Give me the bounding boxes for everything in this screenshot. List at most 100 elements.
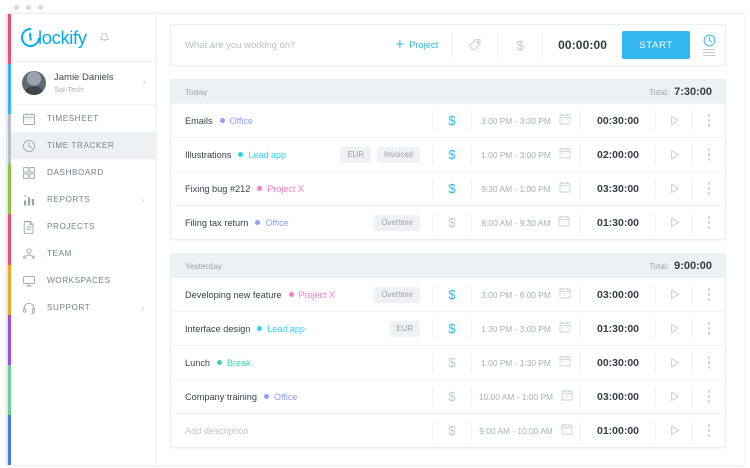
entry-time-range[interactable]: 1:30 PM - 3:00 PM bbox=[472, 320, 580, 338]
entry-time-range[interactable]: 10:00 AM - 1:00 PM bbox=[472, 388, 580, 406]
more-vertical-icon[interactable] bbox=[693, 148, 725, 161]
entry-title[interactable]: Add description bbox=[185, 425, 249, 436]
sidebar-item-projects[interactable]: PROJECTS bbox=[11, 213, 156, 240]
entry-duration[interactable]: 00:30:00 bbox=[596, 114, 640, 127]
play-icon[interactable] bbox=[656, 390, 692, 403]
entry-description[interactable]: Lunch Break bbox=[171, 358, 251, 368]
entry-duration[interactable]: 03:00:00 bbox=[596, 390, 640, 403]
more-vertical-icon[interactable] bbox=[693, 390, 725, 403]
entry-billable-toggle[interactable]: $ bbox=[448, 321, 456, 336]
play-icon[interactable] bbox=[656, 216, 692, 229]
time-entry-row[interactable]: Add description $9:00 AM - 10:00 AM 01:00:… bbox=[171, 413, 725, 447]
entry-project[interactable]: Lead app bbox=[238, 150, 286, 160]
entry-description[interactable]: Add description bbox=[171, 426, 248, 436]
calendar-icon[interactable] bbox=[561, 422, 573, 440]
entry-project[interactable]: Office bbox=[264, 392, 297, 402]
time-entry-row[interactable]: Lunch Break $1:00 PM - 1:30 PM 00:30:00 bbox=[171, 345, 725, 379]
entry-title[interactable]: Emails bbox=[185, 115, 213, 126]
calendar-icon[interactable] bbox=[559, 354, 571, 372]
calendar-icon[interactable] bbox=[559, 286, 571, 304]
entry-title[interactable]: Interface design bbox=[185, 323, 251, 334]
tag-pill[interactable]: Overtime bbox=[374, 214, 420, 231]
entry-project[interactable]: Lead app bbox=[257, 324, 305, 334]
sidebar-item-workspaces[interactable]: WORKSPACES bbox=[11, 267, 156, 294]
play-icon[interactable] bbox=[656, 322, 692, 335]
add-project-button[interactable]: + Project bbox=[395, 36, 439, 53]
entry-time-range[interactable]: 8:00 AM - 9:30 AM bbox=[472, 214, 580, 232]
sidebar-item-time-tracker[interactable]: TIME TRACKER bbox=[11, 132, 156, 159]
calendar-icon[interactable] bbox=[559, 180, 571, 198]
entry-description[interactable]: Illustrations Lead app bbox=[171, 150, 286, 160]
entry-billable-toggle[interactable]: $ bbox=[448, 389, 456, 404]
clockify-logo[interactable]: lockify bbox=[17, 24, 87, 51]
chevron-right-icon[interactable]: › bbox=[141, 194, 145, 205]
time-entry-row[interactable]: Company training Office $10:00 AM - 1:00 P… bbox=[171, 379, 725, 413]
window-dot[interactable] bbox=[14, 5, 19, 10]
entry-title[interactable]: Lunch bbox=[185, 357, 211, 368]
entry-description[interactable]: Filing tax return Office bbox=[171, 218, 289, 228]
entry-time-range[interactable]: 9:00 AM - 10:00 AM bbox=[472, 422, 580, 440]
entry-title[interactable]: Fixing bug #212 bbox=[185, 183, 251, 194]
entry-time-range[interactable]: 1:00 PM - 1:30 PM bbox=[472, 354, 580, 372]
play-icon[interactable] bbox=[656, 288, 692, 301]
more-vertical-icon[interactable] bbox=[693, 424, 725, 437]
tag-pill[interactable]: Invoiced bbox=[376, 146, 420, 163]
user-profile[interactable]: Jamie Daniels Sol-Tech › bbox=[11, 61, 156, 105]
timer-list-toggle-icon[interactable] bbox=[699, 34, 725, 57]
more-vertical-icon[interactable] bbox=[693, 182, 725, 195]
entry-billable-toggle[interactable]: $ bbox=[448, 113, 456, 128]
play-icon[interactable] bbox=[656, 356, 692, 369]
play-icon[interactable] bbox=[656, 424, 692, 437]
entry-duration[interactable]: 01:30:00 bbox=[596, 216, 640, 229]
calendar-icon[interactable] bbox=[558, 214, 570, 232]
sidebar-item-reports[interactable]: REPORTS › bbox=[11, 186, 156, 213]
entry-duration[interactable]: 03:30:00 bbox=[596, 182, 640, 195]
entry-billable-toggle[interactable]: $ bbox=[448, 147, 456, 162]
entry-duration[interactable]: 01:00:00 bbox=[596, 424, 640, 437]
calendar-icon[interactable] bbox=[559, 146, 571, 164]
calendar-icon[interactable] bbox=[559, 112, 571, 130]
entry-description[interactable]: Emails Office bbox=[171, 116, 253, 126]
entry-time-range[interactable]: 9:30 AM - 1:00 PM bbox=[472, 180, 580, 198]
entry-description[interactable]: Interface design Lead app bbox=[171, 324, 305, 334]
time-entry-row[interactable]: Illustrations Lead app EUR Invoiced $1:00 PM… bbox=[171, 137, 725, 171]
entry-project[interactable]: Office bbox=[255, 218, 289, 228]
play-icon[interactable] bbox=[656, 148, 692, 161]
time-entry-row[interactable]: Interface design Lead app EUR $1:30 PM - 3:… bbox=[171, 311, 725, 345]
entry-billable-toggle[interactable]: $ bbox=[448, 355, 456, 370]
entry-time-range[interactable]: 3:00 PM - 3:30 PM bbox=[472, 112, 580, 130]
entry-billable-toggle[interactable]: $ bbox=[448, 215, 456, 230]
entry-title[interactable]: Developing new feature bbox=[185, 289, 282, 300]
more-vertical-icon[interactable] bbox=[693, 322, 725, 335]
calendar-icon[interactable] bbox=[559, 320, 571, 338]
tag-pill[interactable]: EUR bbox=[340, 146, 371, 163]
more-vertical-icon[interactable] bbox=[693, 216, 725, 229]
more-vertical-icon[interactable] bbox=[693, 288, 725, 301]
sidebar-item-support[interactable]: SUPPORT › bbox=[11, 294, 156, 321]
time-entry-row[interactable]: Emails Office $3:00 PM - 3:30 PM 00:30:00 bbox=[171, 103, 725, 137]
more-vertical-icon[interactable] bbox=[693, 114, 725, 127]
entry-time-range[interactable]: 1:00 PM - 3:00 PM bbox=[472, 146, 580, 164]
entry-title[interactable]: Filing tax return bbox=[185, 217, 249, 228]
calendar-icon[interactable] bbox=[561, 388, 573, 406]
start-button[interactable]: START bbox=[622, 31, 690, 59]
entry-time-range[interactable]: 3:00 PM - 6:00 PM bbox=[472, 286, 580, 304]
entry-duration[interactable]: 03:00:00 bbox=[596, 288, 640, 301]
entry-billable-toggle[interactable]: $ bbox=[448, 181, 456, 196]
entry-description[interactable]: Developing new feature Project X bbox=[171, 290, 335, 300]
time-entry-row[interactable]: Fixing bug #212 Project X $9:30 AM - 1:00 … bbox=[171, 171, 725, 205]
tag-pill[interactable]: EUR bbox=[389, 320, 420, 337]
entry-title[interactable]: Company training bbox=[185, 391, 258, 402]
window-dot[interactable] bbox=[38, 5, 43, 10]
play-icon[interactable] bbox=[656, 182, 692, 195]
entry-duration[interactable]: 00:30:00 bbox=[596, 356, 640, 369]
tag-pill[interactable]: Overtime bbox=[374, 286, 420, 303]
window-dot[interactable] bbox=[26, 5, 31, 10]
entry-title[interactable]: Illustrations bbox=[185, 149, 232, 160]
entry-project[interactable]: Project X bbox=[257, 184, 304, 194]
entry-duration[interactable]: 01:30:00 bbox=[596, 322, 640, 335]
entry-project[interactable]: Project X bbox=[288, 290, 335, 300]
timer-elapsed[interactable]: 00:00:00 bbox=[558, 38, 607, 52]
window-controls[interactable] bbox=[14, 5, 43, 10]
time-entry-row[interactable]: Developing new feature Project X Overtime $… bbox=[171, 277, 725, 311]
